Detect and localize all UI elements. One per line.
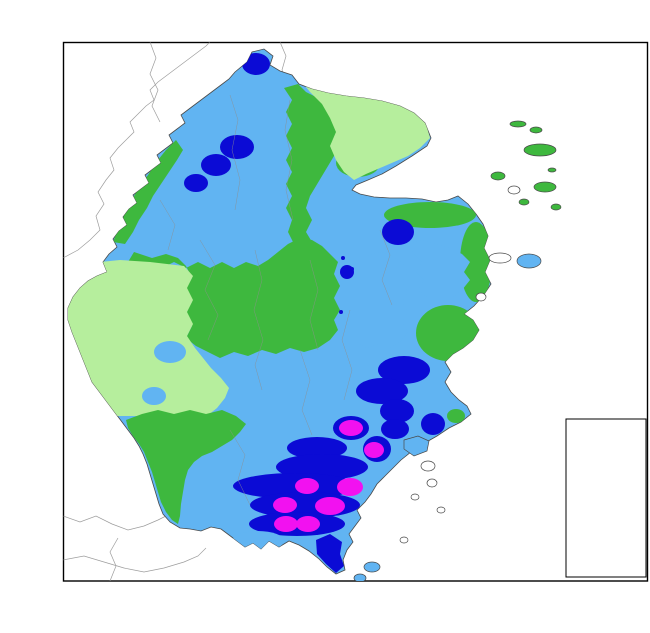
city-dots	[339, 256, 354, 314]
legend-box	[565, 418, 647, 578]
legend	[565, 418, 647, 578]
map-canvas	[63, 42, 562, 581]
precip-fill-regions	[68, 53, 491, 573]
islands	[353, 120, 562, 581]
county-boundaries	[159, 94, 393, 506]
